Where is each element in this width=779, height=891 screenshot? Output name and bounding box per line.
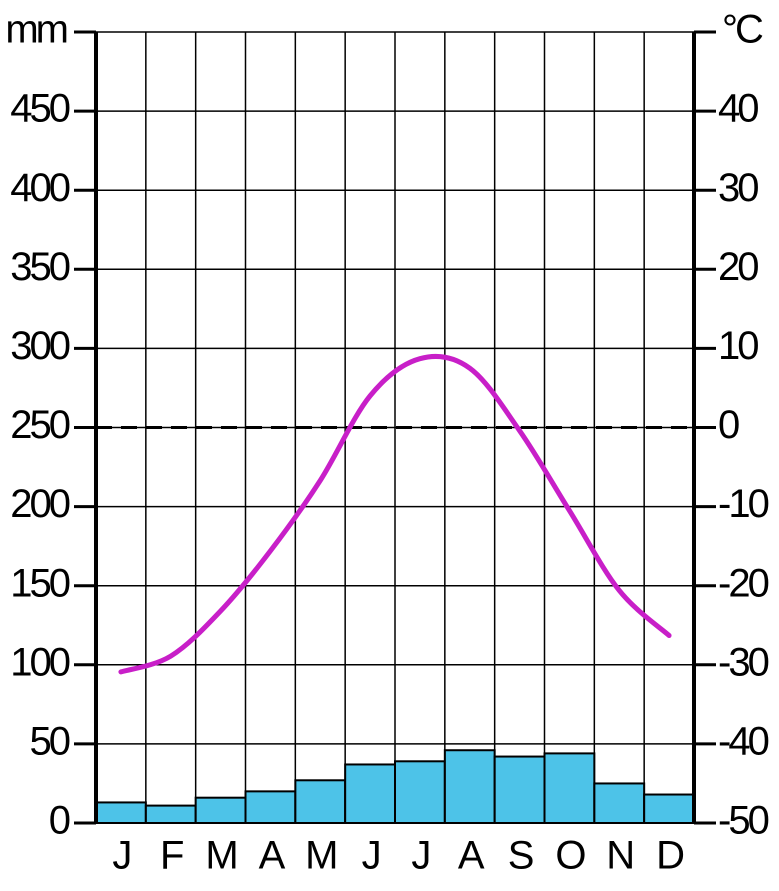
x-tick-label: O bbox=[555, 834, 585, 878]
y-tick-label: 150 bbox=[10, 561, 69, 605]
precipitation-bar bbox=[593, 782, 646, 825]
y-tick-label: 200 bbox=[10, 482, 69, 526]
y2-tick-label: -40 bbox=[718, 719, 769, 763]
y2-tick-label: -20 bbox=[718, 561, 769, 605]
y2-tick-label: -10 bbox=[718, 482, 769, 526]
x-tick-label: M bbox=[205, 834, 236, 878]
precipitation-bar bbox=[543, 752, 596, 825]
x-tick-label: M bbox=[305, 834, 336, 878]
y2-tick-label: -30 bbox=[718, 640, 769, 684]
precipitation-bar bbox=[244, 790, 297, 824]
y-tick-label: 50 bbox=[30, 719, 70, 763]
precipitation-bar bbox=[493, 755, 546, 825]
precipitation-bar bbox=[344, 763, 396, 825]
x-tick-label: J bbox=[112, 834, 130, 878]
y-tick-label: 100 bbox=[10, 640, 69, 684]
y-tick-label: 250 bbox=[10, 403, 69, 447]
y-axis-unit: mm bbox=[5, 8, 66, 52]
y-tick-label: 350 bbox=[10, 245, 69, 289]
y2-tick-label: 0 bbox=[718, 403, 739, 447]
precipitation-bar bbox=[394, 760, 446, 824]
y-tick-label: 400 bbox=[10, 166, 69, 210]
x-tick-label: J bbox=[362, 834, 380, 878]
y2-tick-label: 40 bbox=[718, 87, 758, 131]
precipitation-bar bbox=[443, 749, 496, 825]
x-tick-label: A bbox=[458, 834, 485, 878]
y2-tick-label: 20 bbox=[718, 245, 758, 289]
precipitation-bar bbox=[95, 801, 147, 825]
x-tick-label: N bbox=[606, 834, 632, 878]
precipitation-bar bbox=[144, 804, 197, 825]
x-tick-label: S bbox=[508, 834, 533, 878]
y-tick-label: 0 bbox=[49, 799, 70, 843]
x-tick-label: D bbox=[656, 834, 683, 878]
precipitation-bar bbox=[294, 779, 347, 825]
y2-axis-unit: °C bbox=[722, 8, 763, 52]
y-tick-label: 300 bbox=[10, 324, 69, 368]
x-tick-label: J bbox=[411, 834, 429, 878]
y2-tick-label: -50 bbox=[718, 799, 769, 843]
precipitation-bar bbox=[643, 793, 696, 824]
x-tick-label: A bbox=[259, 834, 286, 878]
precipitation-bar bbox=[194, 796, 247, 824]
y2-tick-label: 10 bbox=[718, 324, 758, 368]
temperature-line bbox=[118, 353, 672, 675]
x-tick-label: F bbox=[160, 834, 183, 878]
y2-tick-label: 30 bbox=[718, 166, 758, 210]
y-tick-label: 450 bbox=[10, 87, 69, 131]
